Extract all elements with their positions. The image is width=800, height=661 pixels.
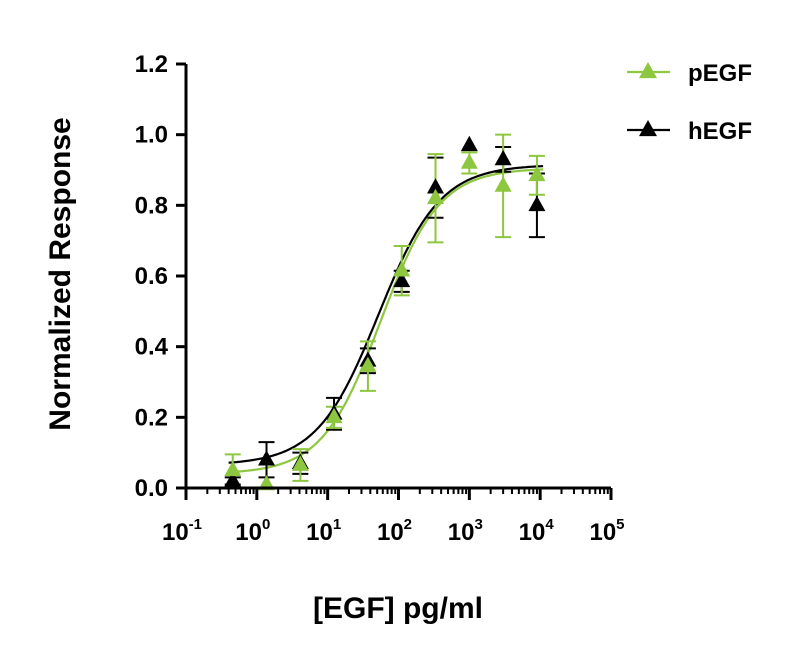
marker-hEGF [393, 271, 411, 288]
y-tick-label: 1.0 [135, 122, 168, 149]
marker-pEGF [258, 474, 276, 491]
x-tick-label: 103 [448, 516, 483, 546]
y-tick-label: 1.2 [135, 51, 168, 78]
marker-pEGF [427, 188, 445, 205]
marker-pEGF [359, 356, 377, 372]
data-markers [224, 135, 546, 491]
y-tick-label: 0.4 [135, 334, 169, 361]
y-tick-label: 0.6 [135, 263, 168, 290]
marker-hEGF [460, 135, 478, 152]
marker-hEGF [528, 195, 546, 212]
fit-curve-hEGF [228, 165, 544, 464]
x-tick-label: 104 [519, 516, 555, 546]
x-tick-label: 105 [589, 516, 624, 546]
legend-marker-pEGF [639, 61, 657, 79]
marker-hEGF [224, 471, 242, 487]
marker-pEGF [460, 153, 478, 169]
legend: pEGF hEGF [627, 60, 752, 145]
x-axis-title: [EGF] pg/ml [313, 592, 483, 625]
marker-pEGF [224, 460, 242, 477]
legend-label-hEGF: hEGF [688, 118, 752, 145]
fit-curves [228, 165, 544, 474]
marker-pEGF [528, 165, 546, 182]
y-tick-label: 0.2 [135, 404, 168, 431]
legend-marker-hEGF [639, 119, 657, 137]
marker-pEGF [494, 176, 512, 192]
y-axis-title: Normalized Response [44, 117, 77, 430]
y-tick-label: 0.8 [135, 192, 168, 219]
marker-pEGF [325, 407, 343, 424]
marker-hEGF [258, 450, 276, 466]
y-ticks: 0.0 0.2 0.4 0.6 0.8 1.0 1.2 [135, 51, 186, 502]
marker-hEGF [494, 149, 512, 166]
x-tick-label: 102 [377, 516, 412, 546]
x-tick-label: 100 [235, 516, 270, 546]
legend-label-pEGF: pEGF [688, 60, 752, 87]
x-tick-label: 10-1 [162, 516, 202, 546]
marker-pEGF [393, 261, 411, 277]
marker-pEGF [291, 455, 309, 471]
x-ticks: 10-1 100 101 102 103 104 105 [162, 488, 625, 546]
y-tick-label: 0.0 [135, 475, 168, 502]
marker-hEGF [427, 178, 445, 194]
x-tick-label: 101 [306, 516, 341, 546]
fit-curve-pEGF [228, 168, 544, 474]
